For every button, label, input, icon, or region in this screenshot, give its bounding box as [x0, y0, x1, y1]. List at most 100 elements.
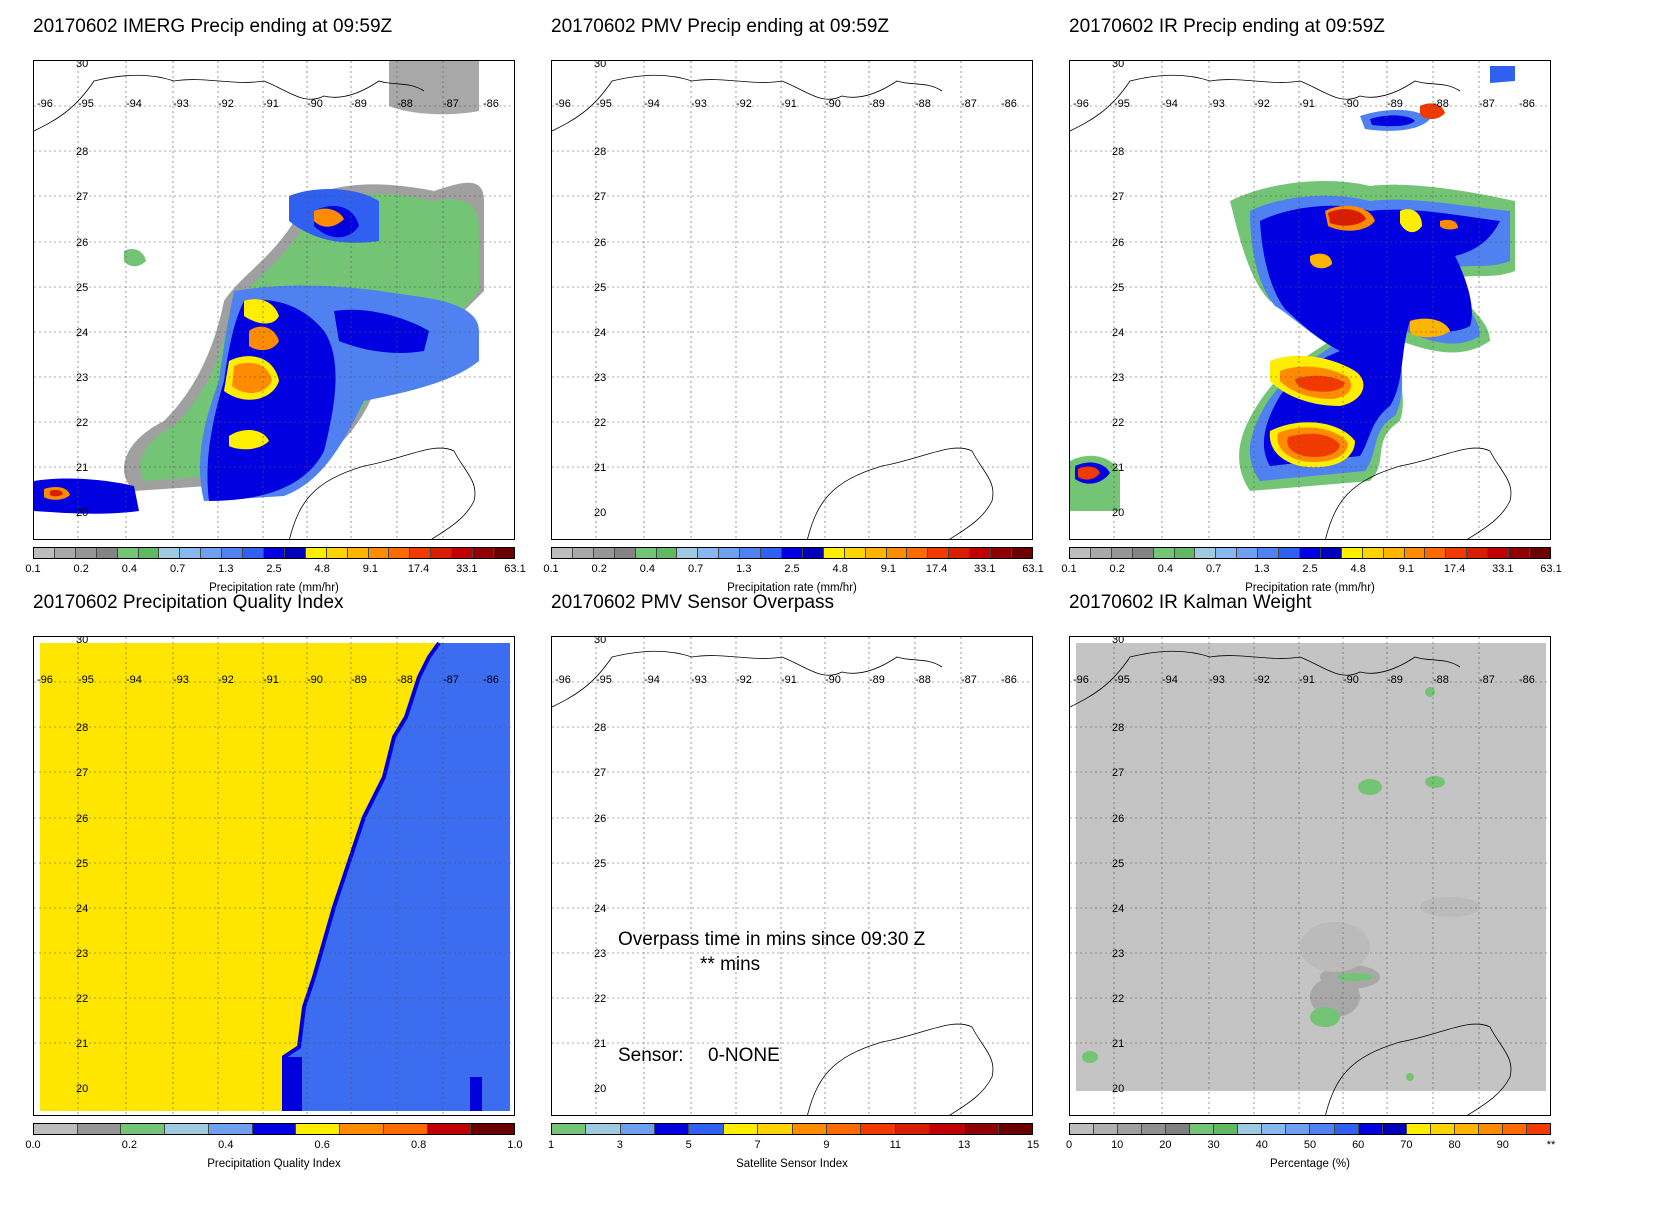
colorbar-swatch	[620, 1124, 656, 1134]
lon-label: -86	[483, 98, 499, 110]
colorbar-swatch	[1425, 548, 1447, 558]
lat-label: 20	[76, 1083, 88, 1095]
lon-label: -91	[263, 674, 279, 686]
lat-label: 26	[1112, 813, 1124, 825]
lat-label: 23	[76, 948, 88, 960]
grid-lines	[34, 637, 514, 1115]
colorbar-precip-rate	[33, 547, 515, 559]
panel-title: 20170602 PMV Precip ending at 09:59Z	[551, 16, 890, 37]
panel-title: 20170602 IMERG Precip ending at 09:59Z	[33, 16, 393, 37]
colorbar-swatch	[991, 548, 1012, 558]
lon-label: -93	[1209, 674, 1225, 686]
colorbar-tick-label: 4.8	[1350, 563, 1366, 575]
colorbar-swatch	[1262, 1124, 1287, 1134]
colorbar-tick-label: 0.4	[218, 1139, 234, 1151]
colorbar-swatch	[54, 548, 76, 558]
map-labels: -96 -95 -94 -93 -92 -91 -90 -89 -88 -87 -86 30 28 27 2…	[1073, 61, 1535, 519]
colorbar-swatch	[431, 548, 453, 558]
panel-pmv-sensor-overpass: 20170602 PMV Sensor Overpass -96 -95 -94 -9…	[518, 576, 1039, 1176]
lat-label: 30	[1112, 637, 1124, 646]
lat-label: 23	[76, 372, 88, 384]
lat-label: 22	[1112, 417, 1124, 429]
lat-label: 28	[1112, 146, 1124, 158]
lon-label: -94	[644, 674, 660, 686]
colorbar-ticks: 1 3 5 7 9 11 13 15	[548, 1139, 1039, 1153]
colorbar-swatch	[159, 548, 181, 558]
lon-label: -90	[1343, 98, 1359, 110]
lat-label: 28	[76, 722, 88, 734]
lon-label: -96	[555, 98, 571, 110]
panel-title: 20170602 PMV Sensor Overpass	[551, 592, 835, 613]
map-labels: -96 -95 -94 -93 -92 -91 -90 -89 -88 -87 -86 30 28 27 2…	[1073, 637, 1535, 1095]
lat-label: 24	[76, 903, 88, 915]
colorbar-swatch	[208, 1124, 253, 1134]
map-ir-kalman: -96 -95 -94 -93 -92 -91 -90 -89 -88 -87 -86 30 28 27 2…	[1069, 636, 1551, 1116]
colorbar-tick-label: 1.0	[507, 1139, 523, 1151]
lon-label: -90	[307, 98, 323, 110]
lon-label: -89	[869, 98, 885, 110]
colorbar-swatch	[368, 548, 390, 558]
lat-label: 30	[76, 61, 88, 70]
lon-label: -87	[443, 674, 459, 686]
colorbar-tick-label: 4.8	[314, 563, 330, 575]
lon-label: -96	[1073, 674, 1089, 686]
colorbar-swatch	[1310, 1124, 1335, 1134]
lat-label: 23	[1112, 948, 1124, 960]
colorbar-swatch	[802, 548, 824, 558]
colorbar-ticks: 0.1 0.2 0.4 0.7 1.3 2.5 4.8 9.1 17.4 33.1 63.1	[543, 563, 1043, 577]
colorbar-swatch	[964, 1124, 999, 1134]
lon-label: -91	[1299, 98, 1315, 110]
colorbar-swatch	[929, 1124, 965, 1134]
lat-label: 24	[76, 327, 88, 339]
colorbar-swatch	[1237, 548, 1259, 558]
colorbar-tick-label: 2.5	[266, 563, 282, 575]
colorbar-swatch	[1166, 1124, 1191, 1134]
lon-label: -87	[961, 674, 977, 686]
colorbar-swatch	[761, 548, 782, 558]
colorbar-swatch	[1011, 548, 1032, 558]
lon-label: -91	[781, 674, 797, 686]
panel-ir-precip: 20170602 IR Precip ending at 09:59Z	[1036, 0, 1561, 600]
colorbar-tick-label: 0.4	[1157, 563, 1174, 575]
lat-label: 30	[76, 637, 88, 646]
lon-label: -90	[307, 674, 323, 686]
colorbar-swatch	[1406, 1124, 1431, 1134]
panel-title: 20170602 IR Kalman Weight	[1069, 592, 1312, 613]
colorbar-swatch	[180, 548, 202, 558]
lon-label: -88	[397, 674, 413, 686]
colorbar-swatch	[243, 548, 264, 558]
lon-label: -88	[1433, 98, 1449, 110]
colorbar-swatch	[1404, 548, 1426, 558]
colorbar-swatch	[1358, 1124, 1383, 1134]
colorbar-label: Satellite Sensor Index	[736, 1158, 848, 1170]
lon-label: -86	[1001, 98, 1017, 110]
lat-label: 22	[76, 417, 88, 429]
colorbar-tick-label: 0.0	[25, 1139, 41, 1151]
lon-label: -95	[1114, 674, 1130, 686]
coastline	[552, 74, 994, 539]
colorbar-swatch	[1454, 1124, 1479, 1134]
kalman-field	[1076, 643, 1546, 1091]
lon-label: -87	[443, 98, 459, 110]
colorbar-swatch	[1382, 1124, 1407, 1134]
panel-title: 20170602 IR Precip ending at 09:59Z	[1069, 16, 1385, 37]
colorbar-tick-label: 0.1	[1061, 563, 1077, 575]
colorbar-swatch	[689, 1124, 724, 1134]
colorbar-tick-label: 50	[1303, 1139, 1317, 1151]
colorbar-swatch	[677, 548, 699, 558]
colorbar-swatch	[252, 1124, 297, 1134]
lat-label: 27	[1112, 767, 1124, 779]
lon-label: -91	[781, 98, 797, 110]
colorbar-swatch	[75, 548, 97, 558]
colorbar-swatch	[284, 548, 306, 558]
colorbar-swatch	[305, 548, 327, 558]
colorbar-swatch	[723, 1124, 759, 1134]
colorbar-swatch	[1142, 1124, 1167, 1134]
colorbar-tick-label: 9	[823, 1139, 830, 1151]
colorbar-swatch	[473, 548, 494, 558]
colorbar-tick-label: 33.1	[456, 563, 478, 575]
lon-label: -94	[126, 674, 142, 686]
colorbar-swatch	[1334, 1124, 1359, 1134]
colorbar-tick-label: 20	[1159, 1139, 1172, 1151]
colorbar-tick-label: 30	[1207, 1139, 1220, 1151]
